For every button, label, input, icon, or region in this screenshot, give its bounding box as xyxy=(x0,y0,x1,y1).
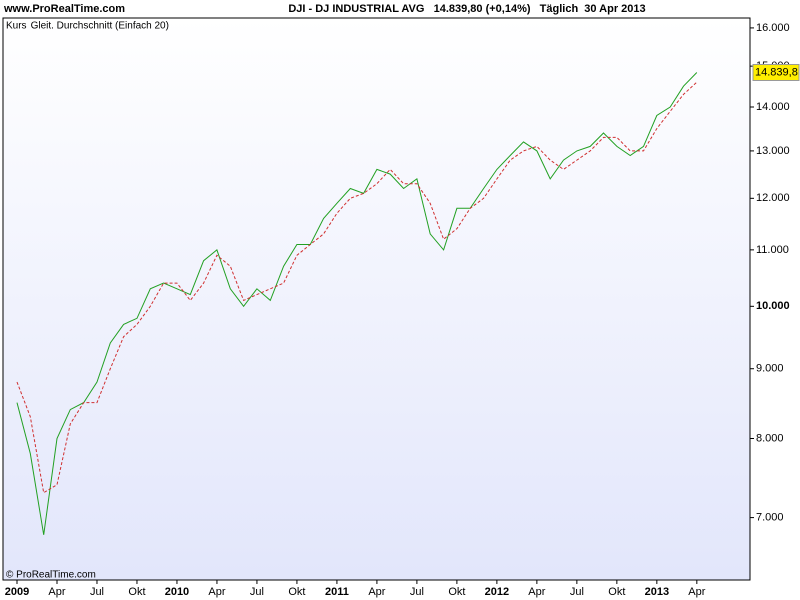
y-tick-label: 10.000 xyxy=(756,300,790,312)
last-value-box xyxy=(752,63,800,81)
x-tick-label: Okt xyxy=(288,586,305,598)
x-tick-label: 2010 xyxy=(165,586,189,598)
footer: © ProRealTime.com xyxy=(6,570,96,581)
last-value-label: 14.839,8 xyxy=(755,66,798,78)
y-tick-label: 12.000 xyxy=(756,192,790,204)
y-tick-label: 7.000 xyxy=(756,511,784,523)
legend: Kurs Gleit. Durchschnitt (Einfach 20) xyxy=(6,21,169,32)
x-tick-label: Apr xyxy=(528,586,545,598)
y-tick-label: 11.000 xyxy=(756,244,789,256)
x-tick-label: Jul xyxy=(90,586,104,598)
x-tick-label: Apr xyxy=(368,586,385,598)
legend-entry: Gleit. Durchschnitt (Einfach 20) xyxy=(31,21,169,32)
x-tick-label: Okt xyxy=(128,586,145,598)
series-line xyxy=(16,81,698,494)
x-tick-label: 2012 xyxy=(485,586,509,598)
x-tick-label: Apr xyxy=(208,586,225,598)
x-tick-label: Okt xyxy=(608,586,625,598)
plot-area xyxy=(2,17,751,581)
x-tick-label: Apr xyxy=(688,586,705,598)
x-tick-label: Jul xyxy=(410,586,424,598)
x-tick-label: Okt xyxy=(448,586,465,598)
y-tick-label: 13.000 xyxy=(756,145,790,157)
site-name: www.ProRealTime.com xyxy=(3,3,125,15)
chart-title: DJI - DJ INDUSTRIAL AVG 14.839,80 (+0,14… xyxy=(288,3,645,15)
x-tick-label: 2013 xyxy=(645,586,669,598)
x-tick-label: Jul xyxy=(570,586,584,598)
y-tick-label: 14.000 xyxy=(756,101,790,113)
series-line xyxy=(16,72,698,535)
x-tick-label: 2009 xyxy=(5,586,29,598)
y-tick-label: 8.000 xyxy=(756,432,784,444)
y-tick-label: 9.000 xyxy=(756,363,784,375)
x-tick-label: 2011 xyxy=(325,586,349,598)
x-tick-label: Jul xyxy=(250,586,264,598)
y-tick-label: 16.000 xyxy=(756,22,790,34)
legend-entry: Kurs xyxy=(6,21,27,32)
x-tick-label: Apr xyxy=(48,586,65,598)
